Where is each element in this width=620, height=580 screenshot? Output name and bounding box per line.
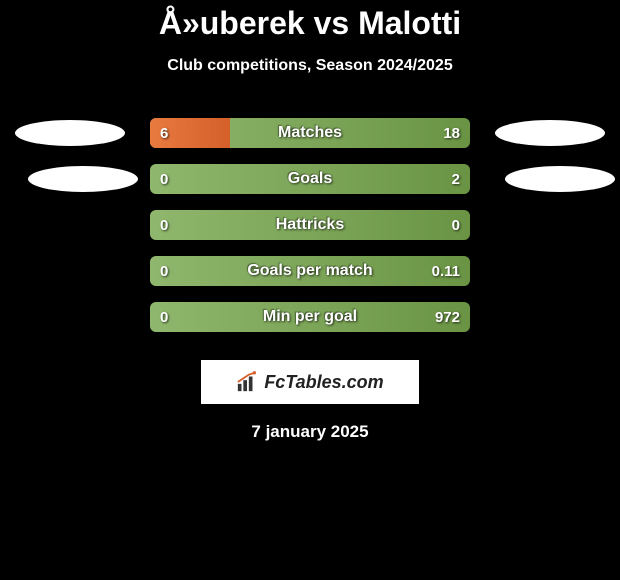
date-line: 7 january 2025 [0, 422, 620, 442]
stat-label: Matches [278, 124, 342, 142]
stat-row: 0 Goals 2 [10, 156, 610, 202]
stat-label: Min per goal [263, 308, 357, 326]
stat-bar: 0 Goals per match 0.11 [150, 256, 470, 286]
logo-box: FcTables.com [201, 360, 419, 404]
stat-value-right: 0.11 [432, 263, 460, 280]
stat-bar: 0 Goals 2 [150, 164, 470, 194]
stat-row: 0 Hattricks 0 [10, 202, 610, 248]
stat-value-left: 0 [160, 309, 168, 326]
bar-chart-icon [236, 371, 258, 393]
stat-value-right: 972 [435, 309, 460, 326]
subtitle: Club competitions, Season 2024/2025 [0, 57, 620, 75]
player-left-ellipse [15, 120, 125, 146]
comparison-card: Å»uberek vs Malotti Club competitions, S… [0, 0, 620, 442]
stat-label: Goals [288, 170, 332, 188]
player-left-ellipse [28, 166, 138, 192]
stat-row: 0 Goals per match 0.11 [10, 248, 610, 294]
page-title: Å»uberek vs Malotti [0, 5, 620, 42]
stat-bar: 6 Matches 18 [150, 118, 470, 148]
stat-value-left: 0 [160, 171, 168, 188]
stat-value-left: 0 [160, 217, 168, 234]
stat-bar: 0 Hattricks 0 [150, 210, 470, 240]
stat-row: 0 Min per goal 972 [10, 294, 610, 340]
logo: FcTables.com [236, 371, 383, 393]
stat-label: Hattricks [276, 216, 344, 234]
player-right-ellipse [495, 120, 605, 146]
stat-value-right: 2 [452, 171, 460, 188]
logo-text: FcTables.com [264, 372, 383, 393]
stat-value-right: 0 [452, 217, 460, 234]
chart-area: 6 Matches 18 0 Goals 2 0 Hattricks 0 [0, 110, 620, 340]
stat-label: Goals per match [247, 262, 372, 280]
stat-row: 6 Matches 18 [10, 110, 610, 156]
stat-value-right: 18 [443, 125, 460, 142]
player-right-ellipse [505, 166, 615, 192]
stat-bar: 0 Min per goal 972 [150, 302, 470, 332]
stat-value-left: 6 [160, 125, 168, 142]
stat-value-left: 0 [160, 263, 168, 280]
